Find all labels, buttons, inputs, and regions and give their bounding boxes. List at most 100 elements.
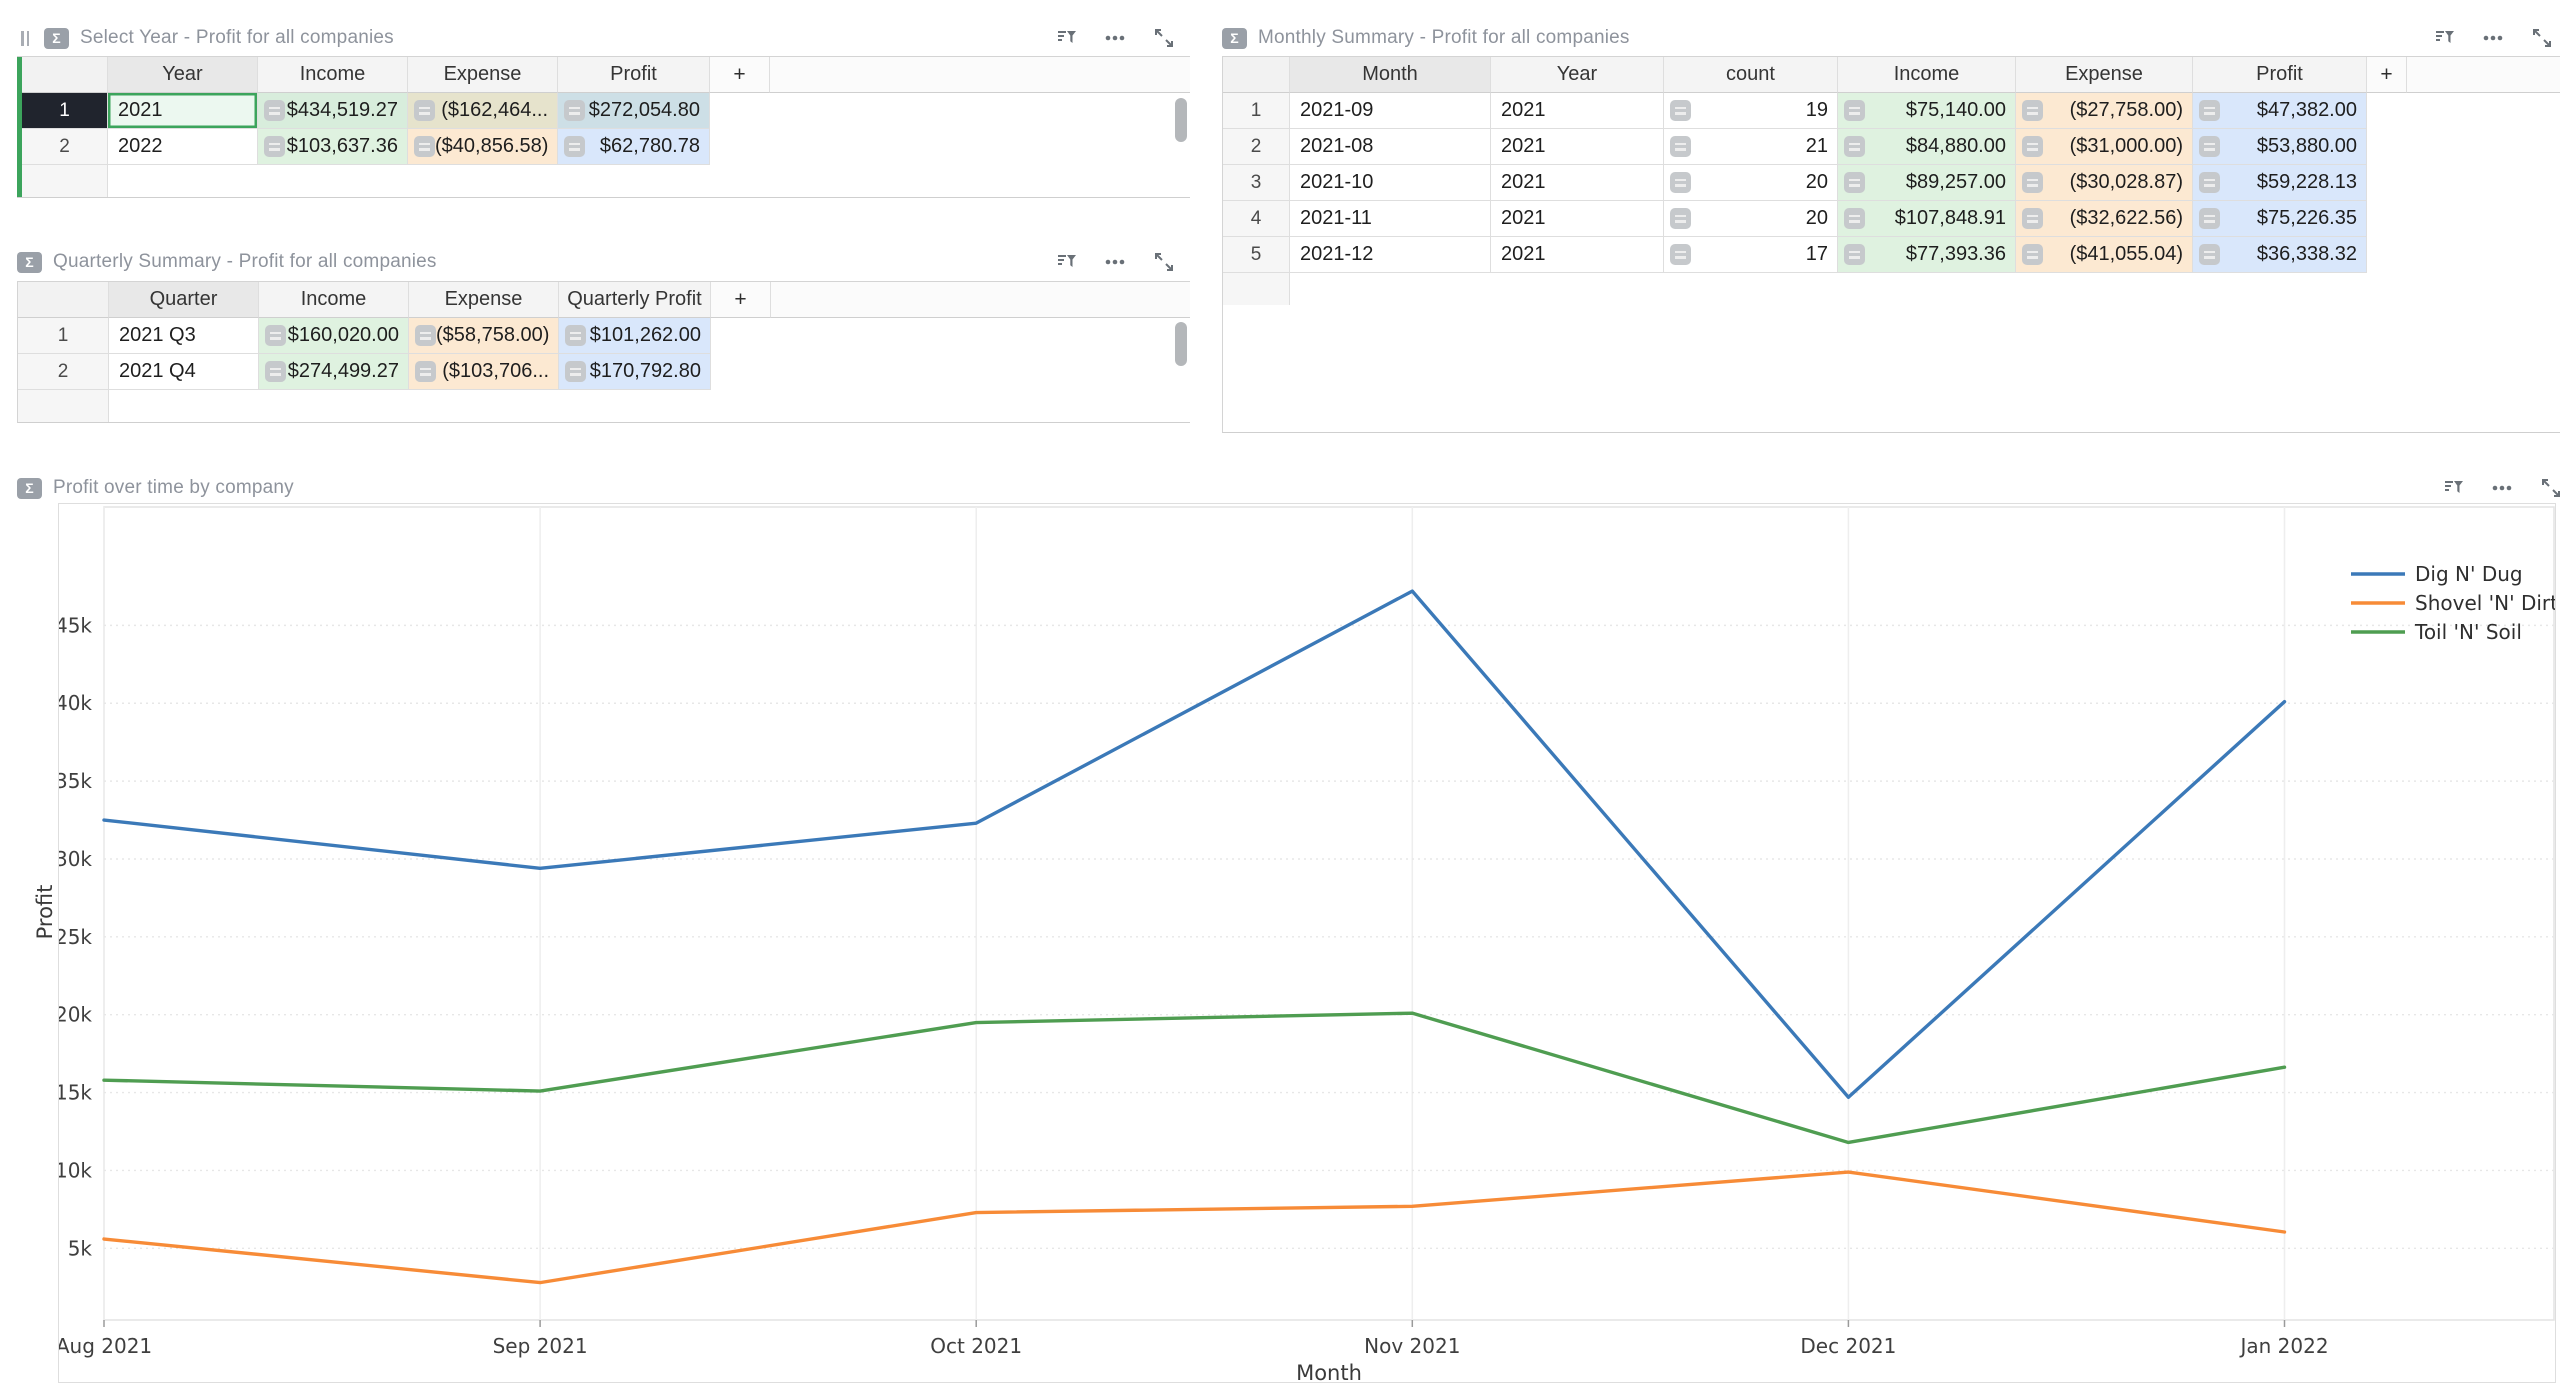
more-menu-icon[interactable] (1103, 26, 1127, 50)
cell-profit[interactable]: $62,780.78 (558, 129, 710, 165)
cell-income[interactable]: $84,880.00 (1838, 129, 2016, 165)
column-header-expense[interactable]: Expense (409, 282, 559, 318)
sort-filter-icon[interactable] (1054, 250, 1078, 274)
cell-income[interactable]: $274,499.27 (259, 354, 409, 390)
cell-count[interactable]: 17 (1664, 237, 1838, 273)
select-year-panel-header: Σ Select Year - Profit for all companies (21, 23, 394, 53)
column-header-income[interactable]: Income (258, 57, 408, 93)
cell-count[interactable]: 20 (1664, 165, 1838, 201)
cell-profit[interactable]: $53,880.00 (2193, 129, 2367, 165)
cell-year[interactable]: 2021 (1491, 93, 1664, 129)
add-column-button[interactable]: + (711, 282, 771, 318)
cell-income[interactable]: $434,519.27 (258, 93, 408, 129)
monthly-panel-header: Σ Monthly Summary - Profit for all compa… (1222, 23, 1630, 53)
cell-quarterly-profit[interactable]: $170,792.80 (559, 354, 711, 390)
add-column-button[interactable]: + (2367, 57, 2407, 93)
table-corner-cell[interactable] (22, 57, 108, 93)
cell-expense[interactable]: ($41,055.04) (2016, 237, 2193, 273)
cell-month[interactable]: 2021-09 (1290, 93, 1491, 129)
cell-expense[interactable]: ($31,000.00) (2016, 129, 2193, 165)
cell-count[interactable]: 20 (1664, 201, 1838, 237)
row-number[interactable]: 1 (22, 93, 108, 129)
cell-expense[interactable]: ($32,622.56) (2016, 201, 2193, 237)
column-header-month[interactable]: Month (1290, 57, 1491, 93)
cell-expense[interactable]: ($162,464... (408, 93, 558, 129)
cell-expense[interactable]: ($40,856.58) (408, 129, 558, 165)
column-header-income[interactable]: Income (1838, 57, 2016, 93)
cell-month[interactable]: 2021-10 (1290, 165, 1491, 201)
column-header-profit[interactable]: Profit (2193, 57, 2367, 93)
cell-year[interactable]: 2021 (108, 93, 258, 129)
cell-quarterly-profit[interactable]: $101,262.00 (559, 318, 711, 354)
cell-expense[interactable]: ($27,758.00) (2016, 93, 2193, 129)
cell-quarter[interactable]: 2021 Q3 (109, 318, 259, 354)
cell-year[interactable]: 2021 (1491, 165, 1664, 201)
column-header-expense[interactable]: Expense (408, 57, 558, 93)
quarterly-table[interactable]: Quarter Income Expense Quarterly Profit +1 20… (17, 281, 1190, 423)
profit-line-chart[interactable]: Aug 2021 Sep 2021 Oct 2021 Nov 2021 Dec 2021… (55, 503, 2558, 1385)
column-header-count[interactable]: count (1664, 57, 1838, 93)
expand-icon[interactable] (2539, 476, 2560, 500)
cell-profit[interactable]: $59,228.13 (2193, 165, 2367, 201)
cell-year[interactable]: 2021 (1491, 237, 1664, 273)
cell-profit[interactable]: $47,382.00 (2193, 93, 2367, 129)
row-number[interactable]: 5 (1223, 237, 1290, 273)
sigma-icon[interactable]: Σ (17, 477, 42, 499)
monthly-table[interactable]: Month Year count Income Expense Profit +1 2021-… (1222, 56, 2560, 433)
row-number[interactable]: 1 (1223, 93, 1290, 129)
cell-expense[interactable]: ($103,706... (409, 354, 559, 390)
drag-handle-icon[interactable] (21, 30, 29, 46)
more-menu-icon[interactable] (2490, 476, 2514, 500)
cell-income[interactable]: $107,848.91 (1838, 201, 2016, 237)
column-header-expense[interactable]: Expense (2016, 57, 2193, 93)
select-year-scrollbar[interactable] (1175, 98, 1187, 142)
cell-profit[interactable]: $36,338.32 (2193, 237, 2367, 273)
cell-month[interactable]: 2021-12 (1290, 237, 1491, 273)
row-number[interactable]: 3 (1223, 165, 1290, 201)
quarterly-scrollbar[interactable] (1175, 322, 1187, 366)
row-number[interactable]: 2 (18, 354, 109, 390)
cell-year[interactable]: 2021 (1491, 201, 1664, 237)
row-number[interactable]: 1 (18, 318, 109, 354)
expand-icon[interactable] (2530, 26, 2554, 50)
more-menu-icon[interactable] (1103, 250, 1127, 274)
sigma-icon[interactable]: Σ (44, 27, 69, 49)
table-corner-cell[interactable] (18, 282, 109, 318)
expand-icon[interactable] (1152, 250, 1176, 274)
cell-expense[interactable]: ($30,028.87) (2016, 165, 2193, 201)
column-header-income[interactable]: Income (259, 282, 409, 318)
cell-profit[interactable]: $272,054.80 (558, 93, 710, 129)
add-column-button[interactable]: + (710, 57, 770, 93)
column-header-quarterly-profit[interactable]: Quarterly Profit (559, 282, 711, 318)
cell-count[interactable]: 19 (1664, 93, 1838, 129)
cell-income[interactable]: $103,637.36 (258, 129, 408, 165)
select-year-table[interactable]: Year Income Expense Profit +1 2021 $434,519.27… (17, 56, 1190, 198)
table-corner-cell[interactable] (1223, 57, 1290, 93)
row-number[interactable]: 2 (1223, 129, 1290, 165)
column-header-year[interactable]: Year (1491, 57, 1664, 93)
column-header-quarter[interactable]: Quarter (109, 282, 259, 318)
cell-year[interactable]: 2022 (108, 129, 258, 165)
cell-month[interactable]: 2021-08 (1290, 129, 1491, 165)
cell-income[interactable]: $89,257.00 (1838, 165, 2016, 201)
row-number[interactable]: 2 (22, 129, 108, 165)
cell-quarter[interactable]: 2021 Q4 (109, 354, 259, 390)
sigma-icon[interactable]: Σ (17, 251, 42, 273)
sort-filter-icon[interactable] (2441, 476, 2465, 500)
sigma-icon[interactable]: Σ (1222, 27, 1247, 49)
cell-profit[interactable]: $75,226.35 (2193, 201, 2367, 237)
cell-month[interactable]: 2021-11 (1290, 201, 1491, 237)
cell-count[interactable]: 21 (1664, 129, 1838, 165)
column-header-year[interactable]: Year (108, 57, 258, 93)
cell-income[interactable]: $77,393.36 (1838, 237, 2016, 273)
cell-income[interactable]: $160,020.00 (259, 318, 409, 354)
cell-income[interactable]: $75,140.00 (1838, 93, 2016, 129)
sort-filter-icon[interactable] (1054, 26, 1078, 50)
cell-expense[interactable]: ($58,758.00) (409, 318, 559, 354)
more-menu-icon[interactable] (2481, 26, 2505, 50)
sort-filter-icon[interactable] (2432, 26, 2456, 50)
row-number[interactable]: 4 (1223, 201, 1290, 237)
column-header-profit[interactable]: Profit (558, 57, 710, 93)
expand-icon[interactable] (1152, 26, 1176, 50)
cell-year[interactable]: 2021 (1491, 129, 1664, 165)
